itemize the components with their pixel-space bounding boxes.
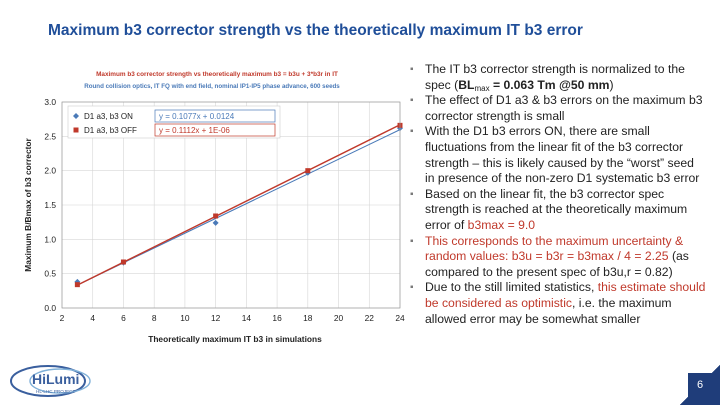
x-tick-label: 2: [60, 313, 65, 323]
fit-equation-box: [154, 123, 276, 137]
bullet-text: (as compared to the present spec of b3u,…: [425, 249, 689, 279]
chart-legend: D1 a3, b3 ON y = 0.1077x + 0.0124 D1 a3, b…: [67, 105, 281, 139]
bullet-text: BL: [458, 77, 475, 92]
y-axis-label: Maximum B/Bmax of b3 corrector: [23, 137, 33, 271]
plot-frame: [61, 101, 401, 309]
x-tick-label: 4: [90, 313, 95, 323]
bullet-item: The effect of D1 a3 & b3 errors on the m…: [410, 93, 706, 124]
chart: Maximum b3 corrector strength vs theoret…: [23, 71, 405, 344]
x-tick-label: 18: [303, 313, 313, 323]
y-tick-label: 0.5: [44, 269, 56, 279]
fit-equation: y = 0.1077x + 0.0124: [159, 112, 235, 121]
bullet-list: The IT b3 corrector strength is normaliz…: [410, 62, 706, 327]
chart-title: Maximum b3 corrector strength vs theoret…: [96, 71, 338, 78]
fit-line: [77, 124, 401, 286]
x-tick-label: 24: [395, 313, 405, 323]
hilumi-logo-icon: HiLumi HL-LHC PROJECT: [10, 365, 91, 397]
data-point: [212, 219, 219, 226]
slide-title: Maximum b3 corrector strength vs the the…: [48, 22, 583, 39]
bullet-item: With the D1 b3 errors ON, there are smal…: [410, 124, 706, 186]
bullet-text: this estimate should be considered as op…: [425, 280, 706, 310]
legend-label: D1 a3, b3 ON: [84, 112, 133, 121]
page-number: 6: [688, 373, 712, 397]
data-point: [74, 282, 80, 288]
bullet-text: The effect of D1 a3 & b3 errors on the m…: [425, 93, 703, 123]
x-tick-label: 16: [272, 313, 282, 323]
bullet-text: ): [609, 77, 614, 92]
bullet-item: Due to the still limited statistics, thi…: [410, 280, 706, 327]
bullet-text: With the D1 b3 errors ON, there are smal…: [425, 124, 700, 186]
legend-marker: [73, 127, 79, 133]
data-point: [120, 259, 126, 265]
x-tick-label: 12: [211, 313, 221, 323]
logo-subtitle: HL-LHC PROJECT: [36, 389, 76, 394]
y-tick-label: 2.5: [44, 131, 56, 141]
x-tick-label: 10: [180, 313, 190, 323]
legend-marker: [73, 113, 79, 119]
bullet-text: b3max = 9.0: [467, 217, 536, 232]
chart-fit-lines: [77, 124, 401, 286]
bullet-text: The IT b3 corrector strength is normaliz…: [425, 62, 685, 92]
bullet-text: b3u = b3r = b3max / 4 = 2.25: [511, 249, 669, 264]
y-tick-label: 2.0: [44, 166, 56, 176]
x-tick-label: 20: [334, 313, 344, 323]
x-tick-label: 8: [152, 313, 157, 323]
x-axis-label: Theoretically maximum IT b3 in simulatio…: [148, 334, 322, 344]
x-tick-label: 22: [365, 313, 375, 323]
logo-name: HiLumi: [32, 371, 79, 387]
x-tick-label: 14: [242, 313, 252, 323]
bullet-text: This corresponds to the maximum uncertai…: [425, 233, 684, 264]
bullet-text: = 0.063 Tm @50 mm: [489, 77, 610, 92]
bullet-text: , i.e. the maximum allowed error may be …: [425, 295, 672, 326]
bullet-text: Based on the linear fit, the b3 correcto…: [425, 186, 688, 232]
x-tick-label: 6: [121, 313, 126, 323]
bullet-item: This corresponds to the maximum uncertai…: [410, 234, 706, 281]
y-tick-label: 1.0: [44, 234, 56, 244]
bullet-item: Based on the linear fit, the b3 correcto…: [410, 187, 706, 234]
data-point: [74, 278, 81, 285]
y-tick-labels: 0.0 0.5 1.0 1.5 2.0 2.5 3.0: [44, 97, 56, 313]
fit-equation: y = 0.1112x + 1E-06: [159, 126, 230, 135]
chart-subtitle: Round collision optics, IT FQ with end f…: [84, 83, 340, 90]
y-tick-label: 3.0: [44, 97, 56, 107]
fit-equation-box: [154, 109, 276, 123]
y-tick-label: 0.0: [44, 303, 56, 313]
bullet-text: Due to the still limited statistics,: [425, 280, 598, 295]
x-tick-labels: 2 4 6 8 10 12 14 16 18 20 22 24: [60, 313, 405, 323]
bullet-item: The IT b3 corrector strength is normaliz…: [410, 62, 706, 93]
data-point: [305, 168, 311, 174]
legend-label: D1 a3, b3 OFF: [84, 126, 137, 135]
data-point: [213, 213, 219, 219]
y-tick-label: 1.5: [44, 200, 56, 210]
bullet-text: max: [474, 83, 490, 93]
